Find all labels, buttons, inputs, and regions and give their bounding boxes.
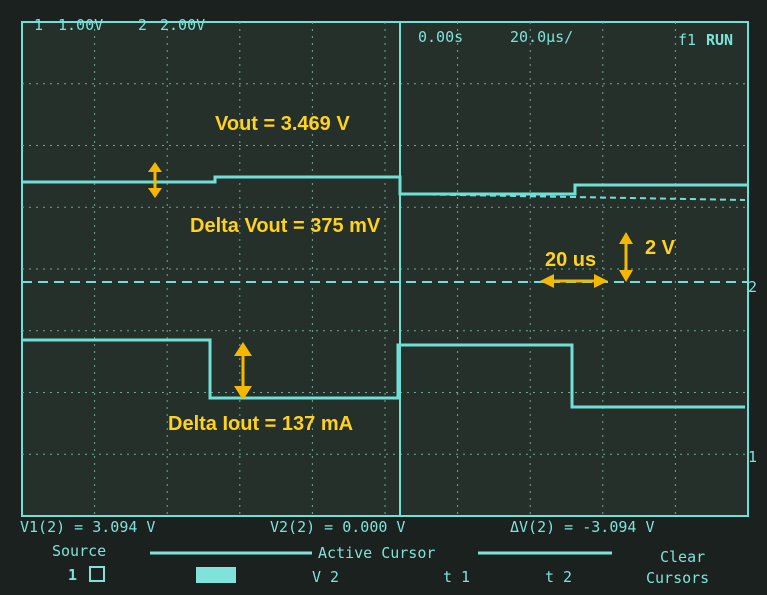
softkey-cursors[interactable]: Cursors: [646, 569, 709, 587]
ch2-label: 2: [138, 16, 147, 34]
timebase: 20.0µs/: [510, 28, 573, 46]
ch1-marker: 1: [748, 448, 757, 466]
status: RUN: [706, 31, 733, 49]
softkey-v2[interactable]: V 2: [312, 568, 339, 586]
annotation-arrows: [148, 162, 633, 400]
readout-v1: V1(2) = 3.094 V: [20, 518, 155, 536]
channel-1-reference: [399, 193, 746, 201]
trigger: f1: [678, 31, 696, 49]
delay: 0.00s: [418, 28, 463, 46]
softkey-t2[interactable]: t 2: [545, 568, 572, 586]
source-icon: [89, 566, 105, 582]
volt-div-annotation: 2 V: [645, 237, 676, 259]
readout-v2: V2(2) = 0.000 V: [270, 518, 405, 536]
readout-dv: ΔV(2) = -3.094 V: [510, 518, 655, 536]
softkey-source-value[interactable]: 1: [68, 566, 77, 584]
time-div-annotation: 20 us: [545, 249, 596, 271]
vout-annotation: Vout = 3.469 V: [215, 113, 350, 135]
softkey-clear[interactable]: Clear: [660, 548, 705, 566]
channel-2-trace: [22, 338, 745, 409]
softkey-t1[interactable]: t 1: [443, 568, 470, 586]
delta-vout-annotation: Delta Vout = 375 mV: [190, 215, 381, 237]
softkey-active-cursor[interactable]: Active Cursor: [318, 544, 435, 562]
ch1-label: 1: [34, 16, 43, 34]
grid: [22, 22, 748, 516]
ch2-scale: 2.00V: [160, 16, 205, 34]
delta-iout-annotation: Delta Iout = 137 mA: [168, 413, 353, 435]
softkey-source[interactable]: Source: [52, 542, 106, 560]
ch2-marker: 2: [748, 278, 757, 296]
ch1-scale: 1.00V: [58, 16, 103, 34]
selected-cursor: [196, 567, 236, 583]
